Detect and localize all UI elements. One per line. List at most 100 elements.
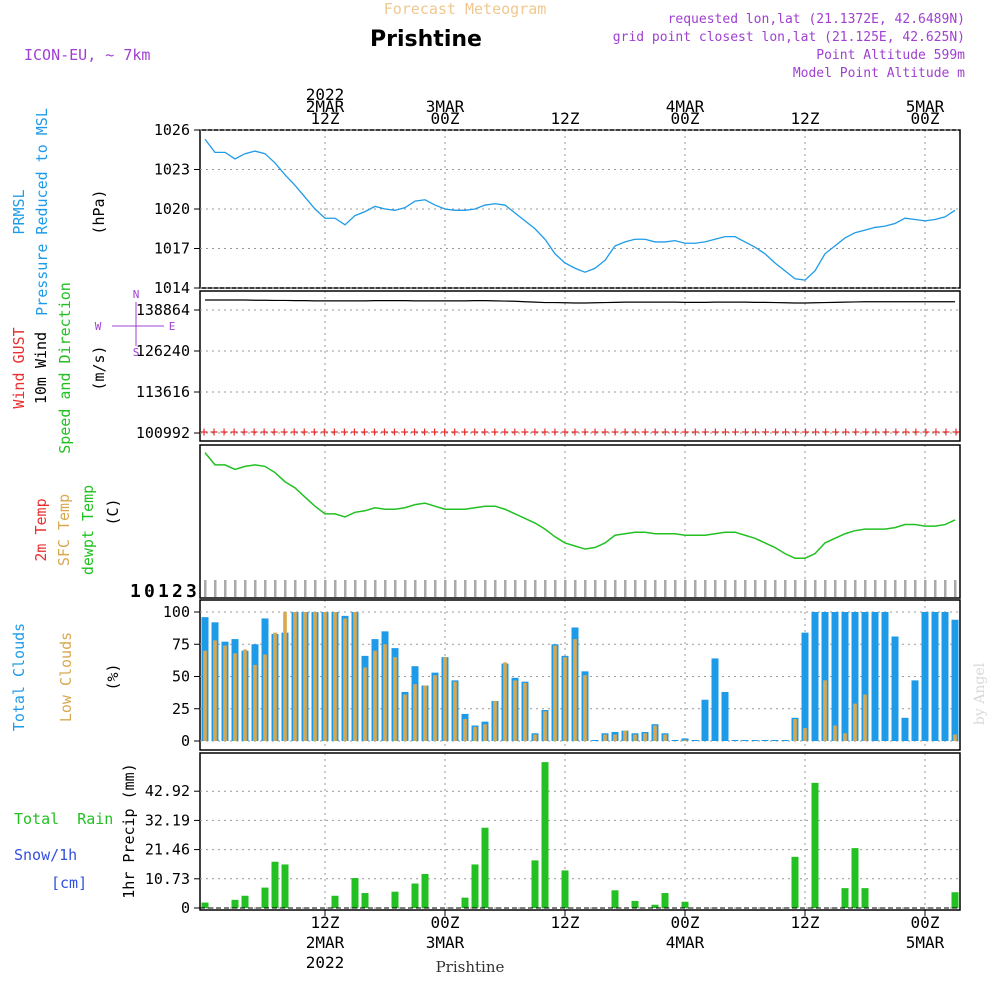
total-cloud-bar [881, 612, 889, 741]
total-cloud-bar [751, 740, 759, 741]
temp-sfc-label: SFC Temp [55, 494, 73, 566]
low-cloud-bar [473, 726, 477, 741]
temp-sfc-bar [394, 580, 397, 597]
precip-panel [199, 752, 961, 911]
bottom-label-b2-1: 3MAR [426, 933, 465, 952]
gust-marker [721, 428, 729, 436]
gust-marker [902, 428, 910, 436]
gridpoint-coords: grid point closest lon,lat (21.125E, 42.… [613, 30, 965, 45]
gust-marker [822, 428, 830, 436]
clouds-tick-label-0: 100 [163, 603, 190, 621]
gust-marker [591, 428, 599, 436]
temp-panel-labels: 2m Temp SFC Temp dewpt Temp (C) [32, 485, 122, 575]
temp-panel [199, 444, 961, 599]
rain-bar [241, 895, 249, 908]
total-rain-label: Total Rain [14, 810, 113, 828]
temp-sfc-bar [804, 580, 807, 597]
temp-sfc-bar [494, 580, 497, 597]
gust-marker [441, 428, 449, 436]
low-cloud-bar [573, 639, 577, 741]
temp-sfc-bar [884, 580, 887, 597]
rain-bar [861, 888, 869, 908]
temp-sfc-bar [654, 580, 657, 597]
gust-marker [621, 428, 629, 436]
gust-marker [260, 428, 268, 436]
temp-sfc-bar [344, 580, 347, 597]
gust-marker [230, 428, 238, 436]
bottom-label-b4-1: 4MAR [666, 933, 705, 952]
temp-sfc-bar [704, 580, 707, 597]
total-cloud-bar [691, 740, 699, 741]
total-cloud-bar [901, 717, 909, 741]
gust-marker [852, 428, 860, 436]
temp-sfc-bar [874, 580, 877, 597]
total-cloud-bar [781, 740, 789, 741]
temp-sfc-bar [634, 580, 637, 597]
precip-tick-label-0: 42.92 [145, 782, 190, 800]
rain-bar [531, 860, 539, 908]
temp-sfc-bar [244, 580, 247, 597]
temp-sfc-bar [794, 580, 797, 597]
gust-marker [611, 428, 619, 436]
temp-sfc-bar [514, 580, 517, 597]
total-cloud-bar [771, 740, 779, 741]
low-cloud-bar [243, 649, 247, 741]
snow-label: Snow/1h [14, 846, 77, 864]
gust-marker [541, 428, 549, 436]
total-cloud-bar [841, 612, 849, 741]
total-cloud-bar [721, 691, 729, 741]
temp-sfc-bar [424, 580, 427, 597]
temp-2m-label: 2m Temp [32, 498, 50, 561]
pressure-panel-labels: PRMSL Pressure Reduced to MSL (hPa) [10, 108, 108, 316]
wind-compass: N W E S [95, 288, 176, 359]
rain-bar [471, 864, 479, 908]
gust-marker [461, 428, 469, 436]
rain-bar [421, 873, 429, 908]
wind-tick-label-0: 138864 [136, 301, 190, 319]
gust-marker [290, 428, 298, 436]
footer-station: Prishtine [436, 958, 505, 976]
total-cloud-bar [741, 740, 749, 741]
gust-marker [922, 428, 930, 436]
low-cloud-bar [333, 612, 337, 741]
gust-marker [521, 428, 529, 436]
gust-marker [711, 428, 719, 436]
temp-sfc-bar [554, 580, 557, 597]
dewpoint-line [204, 452, 956, 559]
precip-unit: 1hr Precip (mm) [120, 763, 138, 898]
rain-bar [681, 901, 689, 908]
temp-sfc-bar [684, 580, 687, 597]
rain-bar [281, 864, 289, 908]
temp-frame [199, 444, 961, 599]
low-cloud-bar [953, 734, 957, 741]
temp-sfc-bar [384, 580, 387, 597]
gust-marker [421, 428, 429, 436]
temp-unit: (C) [104, 498, 122, 525]
temp-sfc-bar [574, 580, 577, 597]
temp-sfc-bar [924, 580, 927, 597]
temp-sfc-bar [854, 580, 857, 597]
gust-marker [802, 428, 810, 436]
temp-sfc-bar [594, 580, 597, 597]
gust-marker [571, 428, 579, 436]
clouds-panel-labels: Total Clouds Low Clouds (%) [10, 623, 122, 731]
temp-sfc-bar [604, 580, 607, 597]
low-cloud-bar [663, 734, 667, 741]
clouds-frame [199, 599, 961, 751]
low-cloud-bar [373, 650, 377, 741]
pressure-tick-label-1: 1023 [154, 161, 190, 179]
bottom-label-b4-0: 00Z [671, 913, 700, 932]
requested-coords: requested lon,lat (21.1372E, 42.6489N) [668, 12, 965, 27]
low-cloud-bar [603, 734, 607, 741]
low-cloud-bar [833, 725, 837, 741]
temp-sfc-bar [904, 580, 907, 597]
gust-marker [731, 428, 739, 436]
temp-sfc-bar [234, 580, 237, 597]
bottom-label-b1-0: 12Z [311, 913, 340, 932]
low-cloud-bars [203, 612, 957, 741]
temp-sfc-bar [544, 580, 547, 597]
low-cloud-bar [393, 657, 397, 741]
bottom-label-b1-2: 2022 [306, 953, 345, 972]
